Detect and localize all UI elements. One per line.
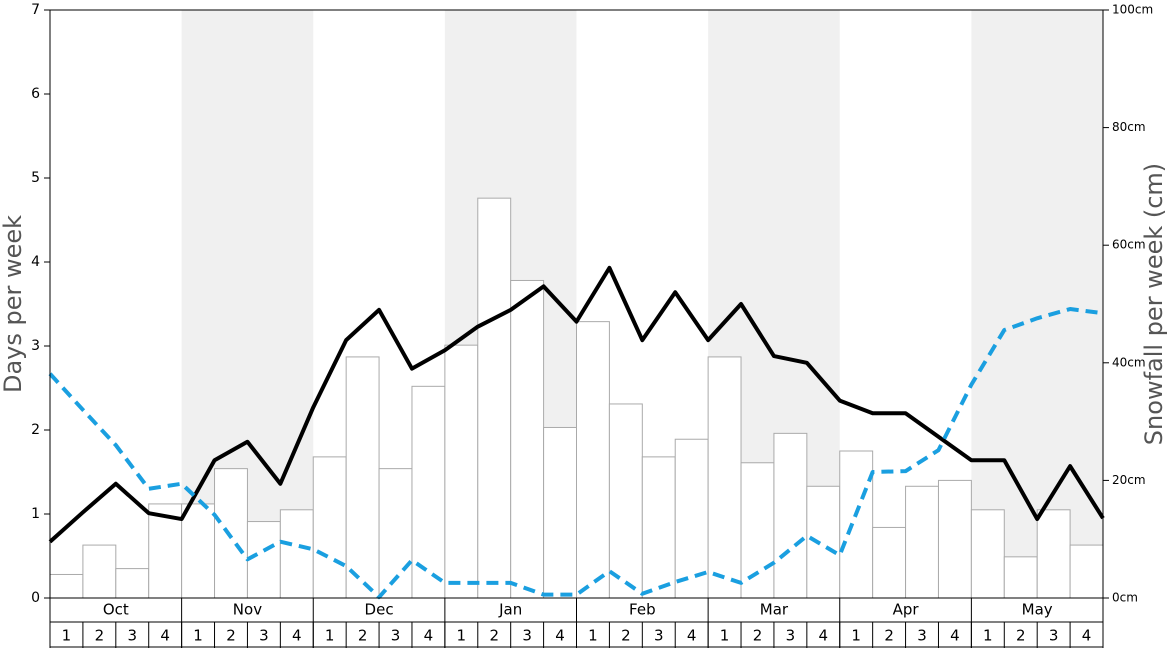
month-label: Nov: [233, 601, 262, 619]
week-label: 3: [127, 627, 137, 645]
week-label: 1: [457, 627, 467, 645]
y2-tick-label: 80cm: [1112, 120, 1146, 134]
week-label: 4: [424, 627, 434, 645]
week-label: 1: [325, 627, 335, 645]
bar: [312, 456, 347, 599]
week-label: 2: [621, 627, 631, 645]
week-label: 2: [489, 627, 499, 645]
y-tick-label: 4: [31, 254, 40, 270]
week-label: 4: [160, 627, 170, 645]
week-label: 3: [259, 627, 269, 645]
month-label: May: [1022, 601, 1053, 619]
week-label: 1: [62, 627, 72, 645]
month-label: Feb: [629, 601, 656, 619]
week-label: 3: [1049, 627, 1059, 645]
week-label: 3: [391, 627, 401, 645]
line: [48, 265, 1105, 544]
bar: [82, 544, 117, 599]
month-label: Jan: [498, 601, 522, 619]
bar: [740, 462, 775, 599]
bar: [872, 526, 907, 599]
week-label: 3: [654, 627, 664, 645]
bar: [905, 485, 939, 599]
bar: [181, 503, 216, 599]
bar: [115, 568, 150, 599]
week-label: 1: [720, 627, 730, 645]
week-label: 4: [1082, 627, 1092, 645]
bar: [773, 432, 808, 599]
bar: [477, 197, 512, 599]
bar: [970, 509, 1005, 599]
week-label: 1: [983, 627, 993, 645]
y-tick-label: 6: [31, 86, 40, 102]
week-label: 1: [193, 627, 203, 645]
week-label: 2: [358, 627, 368, 645]
bar: [411, 385, 446, 599]
bar: [1069, 544, 1104, 599]
y2-tick-label: 60cm: [1112, 238, 1146, 252]
week-label: 4: [687, 627, 697, 645]
week-label: 4: [950, 627, 960, 645]
bar: [839, 450, 874, 599]
y2-tick-label: 100cm: [1112, 3, 1153, 17]
week-label: 2: [753, 627, 763, 645]
bar: [641, 456, 676, 599]
bar: [214, 468, 248, 599]
y-tick-label: 3: [31, 338, 40, 354]
month-label: Dec: [365, 601, 394, 619]
bar: [707, 356, 742, 599]
y-tick-label: 2: [31, 422, 40, 438]
week-label: 3: [522, 627, 532, 645]
month-label: Mar: [760, 601, 789, 619]
bar: [1036, 509, 1071, 599]
bar: [510, 279, 545, 599]
week-label: 2: [884, 627, 894, 645]
bar: [279, 509, 314, 599]
bar: [806, 485, 841, 599]
bar: [1003, 556, 1038, 599]
bar: [608, 403, 643, 599]
bar: [674, 438, 709, 599]
y2-tick-label: 20cm: [1112, 473, 1146, 487]
week-label: 2: [1016, 627, 1026, 645]
bar: [937, 479, 972, 599]
bar: [444, 344, 479, 599]
week-label: 2: [95, 627, 105, 645]
bar: [543, 426, 577, 599]
y2-axis-title: Snowfall per week (cm): [1140, 163, 1168, 445]
y-axis-title: Days per week: [0, 215, 27, 393]
week-label: 4: [292, 627, 302, 645]
week-label: 3: [786, 627, 796, 645]
month-shade: [971, 10, 1103, 598]
week-label: 4: [555, 627, 565, 645]
bar: [49, 573, 84, 599]
month-label: Apr: [893, 601, 920, 619]
bar: [246, 521, 281, 599]
week-label: 1: [588, 627, 598, 645]
y-tick-label: 1: [31, 506, 40, 522]
month-label: Oct: [103, 601, 129, 619]
week-label: 4: [819, 627, 829, 645]
bar: [576, 321, 610, 599]
y2-tick-label: 0cm: [1112, 591, 1138, 605]
y2-tick-label: 40cm: [1112, 355, 1146, 369]
week-label: 3: [917, 627, 927, 645]
y-tick-label: 7: [31, 2, 40, 18]
week-label: 1: [851, 627, 861, 645]
y-tick-label: 0: [31, 590, 40, 606]
y-tick-label: 5: [31, 170, 40, 186]
week-label: 2: [226, 627, 236, 645]
line: [48, 307, 1104, 600]
bar: [345, 356, 380, 599]
